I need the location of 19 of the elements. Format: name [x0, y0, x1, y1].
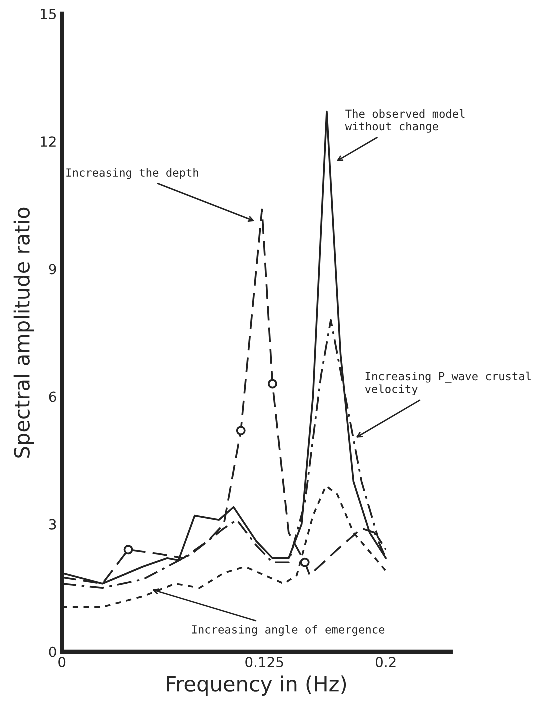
- x-tick-label: 0.125: [246, 657, 284, 668]
- point: [124, 545, 134, 555]
- x-axis-title: Frequency in (Hz): [167, 676, 346, 696]
- y-tick-label: 6: [49, 392, 56, 402]
- y-tick-label: 3: [49, 519, 56, 530]
- point: [300, 558, 310, 568]
- y-tick-label: 15: [41, 9, 56, 20]
- point: [268, 379, 278, 389]
- x-tick-label: 0: [58, 657, 66, 668]
- annotation: Increasing the depth: [66, 168, 198, 180]
- y-tick-label: 12: [41, 136, 56, 147]
- point: [236, 426, 246, 436]
- annotation: Increasing angle of emergence: [192, 625, 385, 636]
- annotation: The observed model without change: [345, 110, 465, 133]
- x-tick-label: 0.2: [376, 657, 396, 668]
- y-axis-title: Spectral amplitude ratio: [14, 208, 34, 458]
- y-tick-label: 9: [49, 264, 56, 275]
- y-tick-label: 0: [49, 646, 56, 658]
- annotation: Increasing P_wave crustal velocity: [365, 372, 531, 396]
